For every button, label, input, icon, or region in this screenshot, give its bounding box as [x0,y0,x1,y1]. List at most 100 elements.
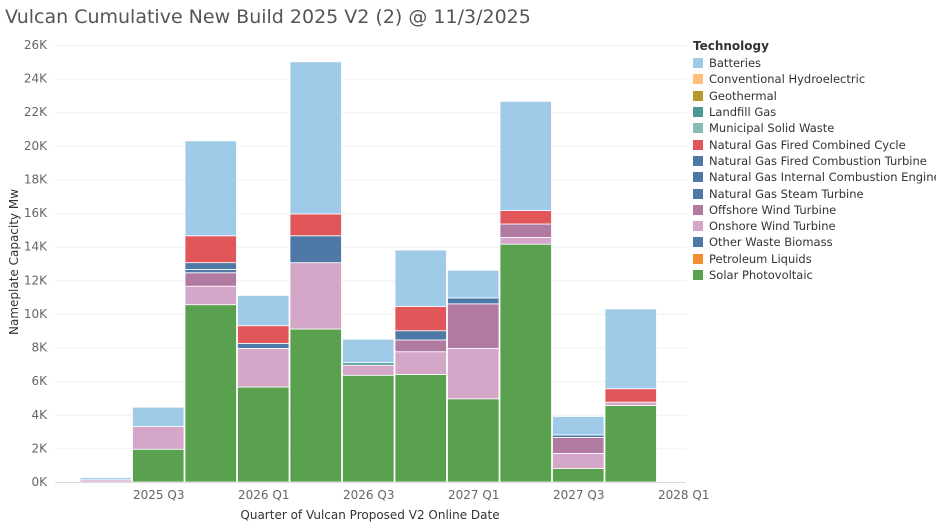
legend-item[interactable]: Natural Gas Fired Combined Cycle [693,136,936,152]
bar-segment[interactable] [184,304,237,483]
bar-segment[interactable] [552,437,605,454]
legend-item[interactable]: Geothermal [693,88,936,104]
x-tick-label: 2025 Q3 [133,488,184,502]
bar-segment[interactable] [289,328,342,483]
bar-segment[interactable] [237,342,290,349]
bar-segment[interactable] [447,297,500,305]
bar-segment[interactable] [184,140,237,237]
bar-segment[interactable] [604,308,657,390]
legend-swatch [693,155,703,166]
y-tick-label: 12K [24,273,48,287]
bar-segment[interactable] [499,243,552,483]
legend-label: Municipal Solid Waste [709,121,835,136]
y-tick-label: 18K [24,172,48,186]
bar-segment[interactable] [394,351,447,375]
bar-segment[interactable] [132,426,185,450]
bar-segment[interactable] [447,398,500,483]
legend-label: Conventional Hydroelectric [709,72,866,87]
bar-segment[interactable] [499,237,552,245]
legend-item[interactable]: Municipal Solid Waste [693,120,936,136]
x-axis-ticks: 2025 Q3 2026 Q1 2026 Q3 2027 Q1 2027 Q3 2028 … [133,488,709,502]
legend-item[interactable]: Batteries [693,55,936,71]
bar-segment[interactable] [237,325,290,344]
bar-segment[interactable] [184,285,237,306]
legend-item[interactable]: Natural Gas Steam Turbine [693,185,936,201]
bar-segment[interactable] [289,235,342,264]
legend-swatch [693,107,703,118]
bar-segment[interactable] [184,272,237,287]
bar-segment[interactable] [447,347,500,400]
bar-segment[interactable] [604,388,657,403]
legend-title: Technology [693,39,769,53]
legend-label: Petroleum Liquids [709,251,812,266]
legend-items: Batteries Conventional Hydroelectric Geoth… [693,55,936,283]
legend-item[interactable]: Natural Gas Fired Combustion Turbine [693,153,936,169]
bar-segment[interactable] [132,406,185,427]
x-tick-label: 2027 Q1 [448,488,499,502]
legend-swatch [693,221,703,232]
y-tick-label: 20K [24,139,48,153]
bar-segment[interactable] [132,448,185,483]
bar-segment[interactable] [394,330,447,341]
y-axis-label: Nameplate Capacity Mw [7,189,21,335]
legend-item[interactable]: Other Waste Biomass [693,234,936,250]
bar-segment[interactable] [342,338,395,364]
legend-item[interactable]: Onshore Wind Turbine [693,218,936,234]
bar-segment[interactable] [184,262,237,270]
legend-swatch [693,188,703,199]
y-tick-label: 16K [24,206,48,220]
bar-segment[interactable] [237,295,290,327]
legend-item[interactable]: Landfill Gas [693,104,936,120]
bar-segment[interactable] [394,374,447,483]
bar-segment[interactable] [552,453,605,469]
legend-item[interactable]: Offshore Wind Turbine [693,202,936,218]
legend-item[interactable]: Natural Gas Internal Combustion Engine [693,169,936,185]
y-axis-ticks: 0K 2K 4K 6K 8K 10K 12K 14K 16K 18K 20K 22K 24K 26K [24,38,48,489]
legend-item[interactable]: Conventional Hydroelectric [693,71,936,87]
bar-segment[interactable] [342,374,395,483]
legend-swatch [693,90,703,101]
bar-segment[interactable] [499,210,552,225]
bar-segment[interactable] [342,364,395,376]
bar-segment[interactable] [184,268,237,274]
y-tick-label: 8K [31,341,48,355]
bar-segment[interactable] [289,61,342,215]
bar-segment[interactable] [394,249,447,307]
legend-swatch [693,270,703,280]
bar-segment[interactable] [604,401,657,406]
legend-swatch [693,204,703,215]
legend-label: Solar Photovoltaic [709,268,813,282]
legend-label: Offshore Wind Turbine [709,202,837,217]
bar-segment[interactable] [499,100,552,211]
bar-segment[interactable] [552,468,605,483]
legend-label: Natural Gas Fired Combined Cycle [709,137,906,152]
legend-label: Natural Gas Steam Turbine [709,186,864,201]
bar-segment[interactable] [237,386,290,483]
legend-swatch [693,139,703,150]
bar-segment[interactable] [237,347,290,388]
bar-segment[interactable] [604,405,657,483]
legend-label: Onshore Wind Turbine [709,219,836,234]
chart-title: Vulcan Cumulative New Build 2025 V2 (2) … [5,6,531,28]
x-tick-label: 2026 Q3 [343,488,394,502]
legend-item[interactable]: Petroleum Liquids [693,251,936,267]
x-tick-label: 2026 Q1 [238,488,289,502]
bar-segment[interactable] [394,305,447,332]
bar-segment[interactable] [184,235,237,264]
x-tick-label: 2027 Q3 [553,488,604,502]
bar-segment[interactable] [499,223,552,238]
y-tick-label: 10K [24,307,48,321]
bar-segment[interactable] [447,303,500,349]
legend-item[interactable]: Solar Photovoltaic [693,267,936,283]
legend-swatch [693,123,703,134]
x-axis-label: Quarter of Vulcan Proposed V2 Online Dat… [240,508,499,522]
bar-segment[interactable] [394,339,447,353]
legend-swatch [693,237,703,248]
bar-segment[interactable] [447,269,500,299]
bar-segment[interactable] [289,213,342,237]
bar-segment[interactable] [552,416,605,436]
legend-label: Natural Gas Internal Combustion Engine [709,170,936,185]
bar-segment[interactable] [289,262,342,330]
bar-segment[interactable] [79,477,132,481]
